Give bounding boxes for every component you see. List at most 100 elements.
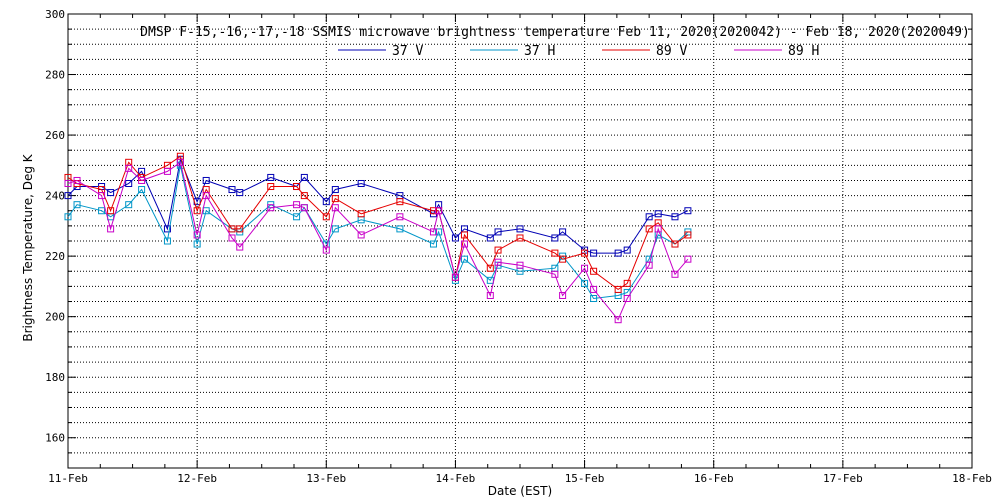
data-point-37-v [236,189,244,197]
data-point-89-v [684,231,692,239]
data-point-89-h [193,231,201,239]
y-tick-label: 180 [45,371,65,384]
data-point-89-v [590,267,598,275]
data-point-89-v [357,210,365,218]
data-point-37-h [163,237,171,245]
data-point-89-v [331,195,339,203]
legend-label: 89 H [788,44,819,59]
data-point-89-h [516,261,524,269]
data-point-37-v [202,176,210,184]
data-point-89-h [654,225,662,233]
data-point-89-h [396,213,404,221]
data-point-37-h [64,213,72,221]
data-point-89-v [193,207,201,215]
x-tick-label: 16-Feb [694,472,734,485]
data-point-89-v [236,225,244,233]
series-line-89-h [67,161,689,321]
data-point-89-v [551,249,559,257]
data-point-89-h [684,255,692,263]
data-point-89-v [494,246,502,254]
data-point-37-h [125,201,133,209]
x-tick-label: 18-Feb [952,472,992,485]
data-point-37-v [64,192,72,200]
y-tick-label: 260 [45,129,65,142]
legend-label: 89 V [656,44,687,59]
data-point-89-v [293,183,301,191]
data-point-37-h [460,255,468,263]
legend-label: 37 H [524,44,555,59]
data-point-89-v [516,234,524,242]
data-point-89-h [125,164,133,172]
data-point-37-v [322,198,330,206]
plot-frame [67,13,973,469]
data-point-89-h [486,291,494,299]
data-point-89-v [228,225,236,233]
data-point-37-v [623,246,631,254]
data-point-37-v [590,249,598,257]
data-point-89-v [460,231,468,239]
chart-title: DMSP F-15,-16,-17,-18 SSMIS microwave br… [140,25,970,40]
data-point-89-v [267,183,275,191]
data-point-89-h [322,246,330,254]
data-point-37-v [107,189,115,197]
data-point-89-h [176,158,184,166]
series-line-37-h [67,165,689,300]
data-point-37-h [590,295,598,303]
data-point-37-v [125,179,133,187]
data-point-89-h [98,192,106,200]
data-point-37-h [73,201,81,209]
legend: 37 V 37 H 89 V 89 H [338,44,819,59]
data-point-89-h [494,258,502,266]
data-point-89-v [322,213,330,221]
data-point-89-v [614,285,622,293]
data-point-89-h [645,261,653,269]
data-point-37-v [684,207,692,215]
data-point-37-v [494,228,502,236]
y-tick-label: 300 [45,8,65,21]
data-point-37-h [396,225,404,233]
data-point-89-h [460,240,468,248]
data-point-89-h [451,273,459,281]
data-point-89-h [614,316,622,324]
data-point-89-v [623,279,631,287]
data-point-37-h [98,207,106,215]
data-point-37-h [581,279,589,287]
data-point-89-h [293,201,301,209]
data-point-37-h [138,186,146,194]
data-point-37-v [551,234,559,242]
data-point-89-h [300,204,308,212]
data-point-89-v [581,249,589,257]
data-point-89-h [581,264,589,272]
y-tick-label: 160 [45,432,65,445]
y-tick-label: 200 [45,311,65,324]
data-point-89-v [671,240,679,248]
data-point-37-h [435,228,443,236]
data-point-89-v [645,225,653,233]
data-point-37-v [228,186,236,194]
x-tick-labels: 11-Feb 12-Feb 13-Feb 14-Feb 15-Feb 16-Feb 17-F… [48,472,992,485]
data-point-37-v [163,225,171,233]
data-point-89-v [559,255,567,263]
data-point-37-h [293,213,301,221]
series-line-37-v [67,157,689,254]
data-point-37-v [516,225,524,233]
data-point-89-h [590,285,598,293]
data-point-89-h [429,228,437,236]
data-point-89-h [559,291,567,299]
y-axis-label: Brightness Temperature, Deg K [21,153,35,341]
data-point-89-h [64,179,72,187]
y-tick-label: 240 [45,190,65,203]
data-point-89-h [623,295,631,303]
data-point-37-v [357,179,365,187]
data-point-37-v [331,186,339,194]
legend-label: 37 V [392,44,423,59]
data-point-89-h [163,167,171,175]
data-point-37-v [300,173,308,181]
data-point-37-v [559,228,567,236]
data-point-89-h [202,192,210,200]
data-point-37-v [267,173,275,181]
y-tick-label: 280 [45,69,65,82]
x-tick-label: 17-Feb [823,472,863,485]
